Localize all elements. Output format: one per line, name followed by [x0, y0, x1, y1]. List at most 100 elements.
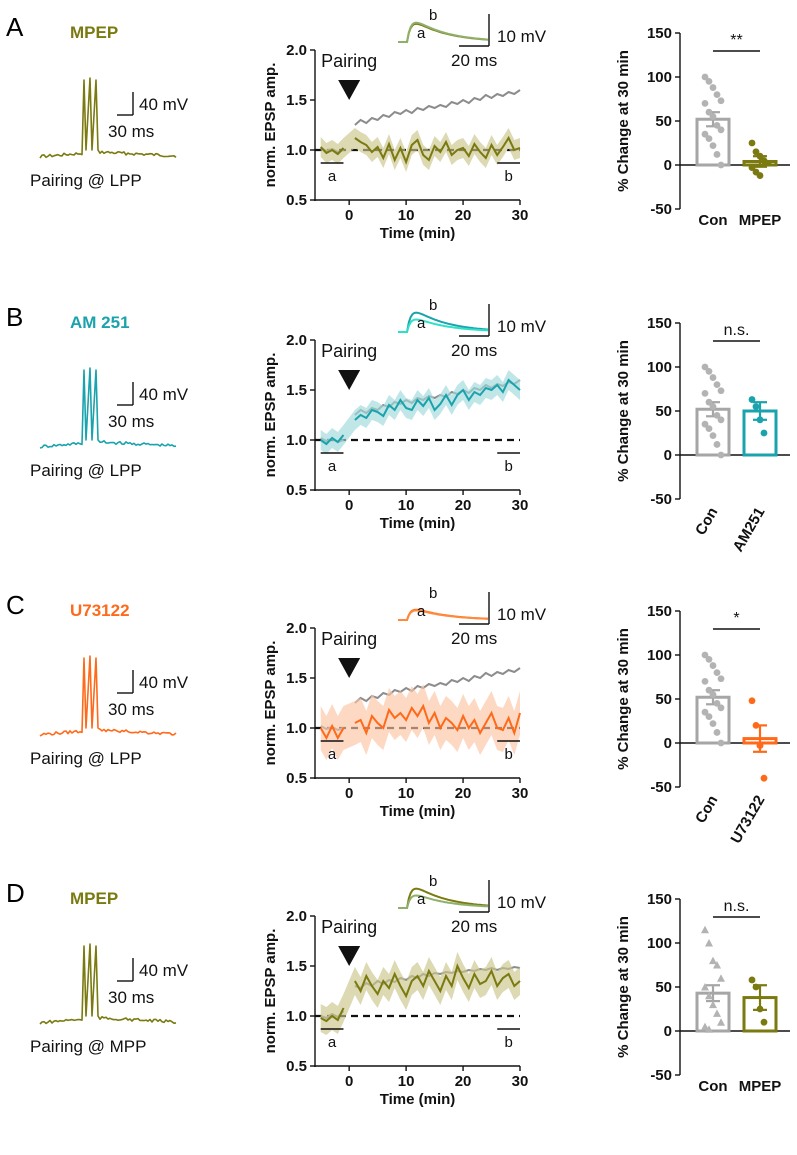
y-axis-label: norm. EPSP amp.	[262, 63, 279, 188]
data-point-Con	[705, 398, 713, 406]
x-axis-label: Time (min)	[380, 515, 456, 532]
spike-trace	[39, 77, 177, 159]
data-point-Con	[709, 956, 717, 965]
bar-category-label: U73122	[727, 793, 768, 847]
panel-label: B	[6, 302, 23, 332]
x-tick-label: 30	[512, 207, 529, 224]
pairing-location-caption: Pairing @ LPP	[30, 749, 142, 768]
panel-D: D MPEP 40 mV 30 ms Pairing @ MPP 0.5 1.0 1.5 2.0…	[6, 873, 790, 1108]
data-point-Con	[701, 651, 709, 659]
bar-y-tick-label: 50	[655, 691, 672, 708]
y-tick-label: 1.0	[286, 720, 307, 737]
bar-y-tick-label: 100	[647, 935, 672, 952]
bar-y-tick-label: 150	[647, 891, 672, 908]
x-tick-label: 0	[345, 207, 353, 224]
time-course-chart: 0.5 1.0 1.5 2.0 0 10 20 30 Time (min) norm. EPSP …	[262, 297, 547, 532]
significance-label: n.s.	[724, 898, 750, 915]
x-tick-label: 0	[345, 1073, 353, 1090]
time-course-chart: 0.5 1.0 1.5 2.0 0 10 20 30 Time (min) norm. EPSP …	[262, 7, 547, 242]
scale-bar-voltage-label: 40 mV	[139, 673, 189, 692]
data-point-MPEP	[764, 159, 772, 167]
series-line-MPEP	[354, 135, 521, 165]
data-point-AM251	[748, 396, 756, 403]
data-point-Con	[705, 78, 713, 85]
pairing-label: Pairing	[321, 341, 377, 361]
bar-y-tick-label: 100	[647, 359, 672, 376]
data-point-Con	[701, 420, 709, 428]
data-point-Con	[709, 432, 717, 440]
data-point-Con	[701, 130, 709, 138]
end-window-label: b	[504, 458, 512, 475]
x-tick-label: 20	[455, 497, 472, 514]
pairing-label: Pairing	[321, 51, 377, 71]
data-point-Con	[701, 678, 709, 685]
inset-trace-b	[398, 311, 489, 333]
data-point-Con	[713, 381, 721, 388]
bar-chart: -50 0 50 100 150 % Change at 30 min Con AM251 n.…	[615, 315, 790, 555]
bar-chart: -50 0 50 100 150 % Change at 30 min Con MPEP **	[615, 25, 790, 229]
x-axis-label: Time (min)	[380, 803, 456, 820]
drug-label: U73122	[70, 601, 130, 620]
bar-y-tick-label: 150	[647, 603, 672, 620]
scale-bar-time-label: 30 ms	[108, 412, 154, 431]
y-axis-label: norm. EPSP amp.	[262, 929, 279, 1054]
y-tick-label: 0.5	[286, 482, 307, 499]
series-line-AM251	[354, 378, 521, 421]
y-tick-label: 0.5	[286, 770, 307, 787]
data-point-Con	[717, 451, 725, 459]
scale-bar: 40 mV 30 ms	[108, 92, 189, 141]
x-tick-label: 20	[455, 207, 472, 224]
inset-label-a: a	[417, 603, 426, 620]
data-point-Con	[701, 363, 709, 371]
bar-y-tick-label: 0	[664, 157, 672, 174]
bar-y-tick-label: -50	[650, 1067, 672, 1084]
bar-y-axis-label: % Change at 30 min	[615, 916, 632, 1058]
bar-chart: -50 0 50 100 150 % Change at 30 min Con U73122 *	[615, 603, 790, 847]
bar-category-label: Con	[692, 793, 721, 827]
y-tick-label: 2.0	[286, 908, 307, 925]
y-tick-label: 2.0	[286, 620, 307, 637]
data-point-Con	[701, 983, 709, 991]
sem-band-AM251	[320, 370, 520, 454]
significance-label: *	[733, 610, 739, 627]
series-line-MPEP-baseline	[320, 1007, 345, 1023]
data-point-Con	[713, 700, 721, 707]
spike-trace-path	[39, 943, 177, 1025]
panel-C: C U73122 40 mV 30 ms Pairing @ LPP 0.5 1.0 1.5 2…	[6, 585, 790, 847]
data-point-MPEP	[760, 1018, 768, 1026]
y-tick-label: 0.5	[286, 1058, 307, 1075]
data-point-Con	[709, 113, 717, 120]
bar-y-tick-label: 0	[664, 447, 672, 464]
series-line-AM251-baseline	[320, 434, 345, 446]
data-point-Con	[701, 925, 709, 934]
scale-bar-time-label: 30 ms	[108, 122, 154, 141]
bar-y-tick-label: 50	[655, 979, 672, 996]
panel-B: B AM 251 40 mV 30 ms Pairing @ LPP 0.5 1.0 1.5 2…	[6, 297, 790, 555]
data-point-Con	[713, 729, 721, 736]
pairing-arrow	[338, 946, 361, 966]
spike-trace	[39, 943, 177, 1025]
y-tick-label: 1.5	[286, 92, 307, 109]
bar-y-tick-label: 100	[647, 647, 672, 664]
inset-scale-voltage-label: 10 mV	[497, 605, 547, 624]
baseline-window-label: a	[328, 458, 337, 475]
data-point-Con	[709, 84, 717, 91]
bar-y-tick-label: 100	[647, 69, 672, 86]
scale-bar: 40 mV 30 ms	[108, 958, 189, 1007]
x-tick-label: 30	[512, 785, 529, 802]
data-point-MPEP	[752, 148, 760, 156]
x-axis-label: Time (min)	[380, 1091, 456, 1108]
inset-trace-a	[398, 318, 489, 333]
x-tick-label: 10	[398, 785, 415, 802]
inset-label-a: a	[417, 315, 426, 332]
data-point-Con	[717, 126, 725, 134]
data-point-Con	[705, 1025, 713, 1033]
data-point-Con	[705, 135, 713, 143]
bar-y-tick-label: 150	[647, 25, 672, 42]
bar-category-label: MPEP	[739, 1078, 782, 1095]
data-point-MPEP	[756, 152, 764, 160]
bar-y-tick-label: 0	[664, 1023, 672, 1040]
